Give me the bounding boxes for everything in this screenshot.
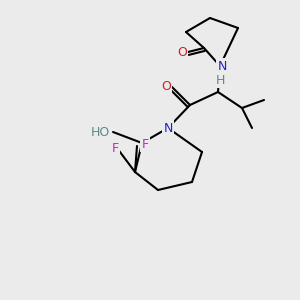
- Text: F: F: [141, 137, 148, 151]
- Text: HO: HO: [90, 125, 110, 139]
- Text: O: O: [177, 46, 187, 59]
- Text: N: N: [163, 122, 173, 134]
- Text: N: N: [217, 59, 227, 73]
- Text: H: H: [215, 74, 225, 86]
- Text: O: O: [161, 80, 171, 94]
- Text: F: F: [111, 142, 118, 154]
